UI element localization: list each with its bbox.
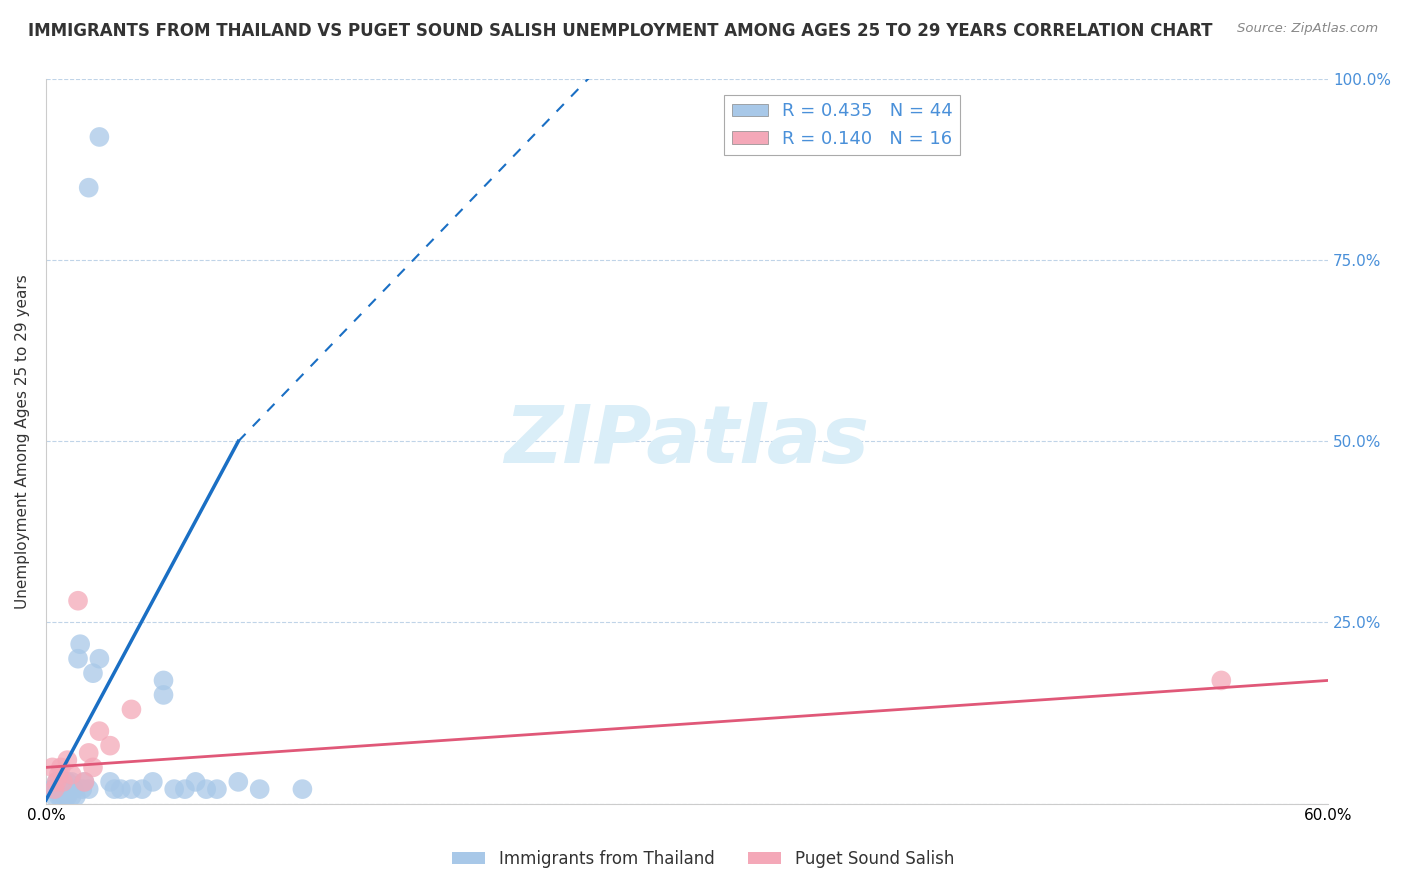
Point [49,760,72,774]
Point [73,775,96,789]
Point [131,782,153,797]
Point [56,775,79,789]
Point [65,789,87,804]
Point [48,789,70,804]
Point [45,775,67,789]
Point [73,775,96,789]
Point [103,782,125,797]
Point [249,782,271,797]
Point [44,789,66,804]
Point [82,666,104,681]
Point [56,782,79,797]
Point [60,775,83,789]
Point [69,637,91,651]
Point [89,724,111,739]
Point [184,775,207,789]
Point [195,782,218,797]
Point [58,782,80,797]
Point [82,760,104,774]
Y-axis label: Unemployment Among Ages 25 to 29 years: Unemployment Among Ages 25 to 29 years [15,274,30,608]
Text: Source: ZipAtlas.com: Source: ZipAtlas.com [1237,22,1378,36]
Point [60,789,83,804]
Point [120,782,142,797]
Legend: R = 0.435   N = 44, R = 0.140   N = 16: R = 0.435 N = 44, R = 0.140 N = 16 [724,95,960,154]
Point [44,782,66,797]
Point [53,782,76,797]
Point [98,739,121,753]
Text: ZIPatlas: ZIPatlas [505,402,869,480]
Point [89,651,111,665]
Point [110,782,132,797]
Legend: Immigrants from Thailand, Puget Sound Salish: Immigrants from Thailand, Puget Sound Sa… [446,844,960,875]
Point [72,782,94,797]
Text: IMMIGRANTS FROM THAILAND VS PUGET SOUND SALISH UNEMPLOYMENT AMONG AGES 25 TO 29 : IMMIGRANTS FROM THAILAND VS PUGET SOUND … [28,22,1212,40]
Point [52,775,75,789]
Point [77,746,100,760]
Point [77,782,100,797]
Point [98,775,121,789]
Point [120,702,142,716]
Point [173,782,195,797]
Point [66,593,89,607]
Point [60,767,83,781]
Point [89,130,111,145]
Point [52,775,75,789]
Point [49,789,72,804]
Point [41,760,63,774]
Point [48,767,70,781]
Point [77,180,100,194]
Point [53,789,76,804]
Point [226,775,249,789]
Point [45,782,67,797]
Point [152,673,174,688]
Point [56,753,79,767]
Point [45,775,67,789]
Point [41,782,63,797]
Point [62,782,84,797]
Point [52,782,75,797]
Point [142,775,165,789]
Point [205,782,228,797]
Point [56,789,79,804]
Point [152,688,174,702]
Point [163,782,186,797]
Point [49,782,72,797]
Point [291,782,314,797]
Point [1211,673,1233,688]
Point [66,651,89,665]
